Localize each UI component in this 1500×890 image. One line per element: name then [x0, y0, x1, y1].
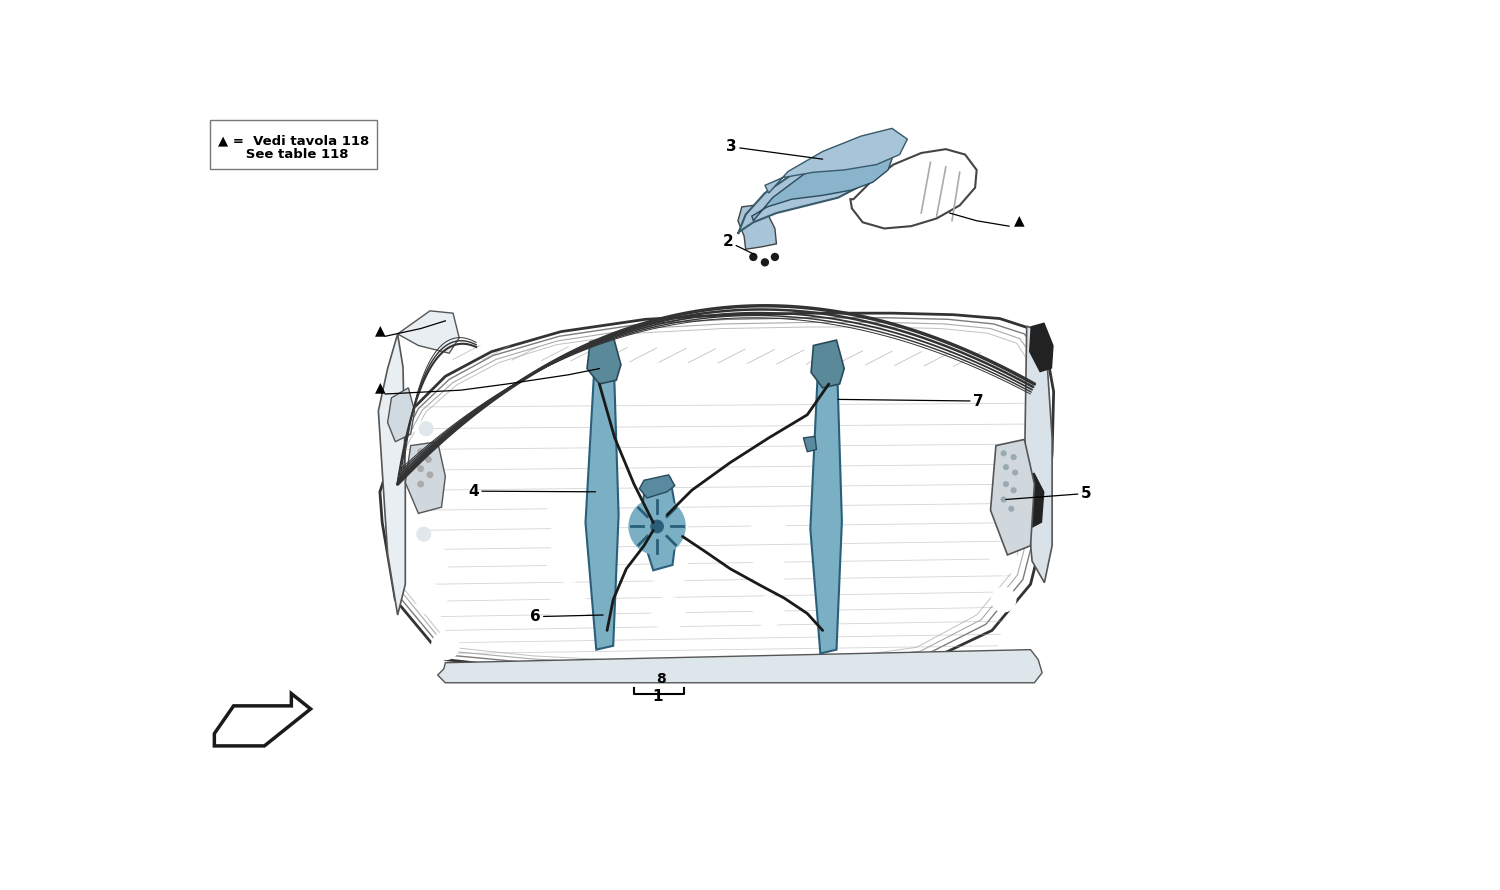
Circle shape [990, 547, 1017, 575]
Circle shape [427, 472, 433, 478]
Polygon shape [812, 340, 844, 388]
Circle shape [417, 481, 424, 487]
Circle shape [417, 527, 430, 541]
Text: 7: 7 [839, 393, 984, 409]
Polygon shape [639, 475, 675, 498]
Circle shape [416, 584, 447, 615]
Text: 5: 5 [1007, 486, 1090, 501]
Text: ▲ =  Vedi tavola 118: ▲ = Vedi tavola 118 [217, 134, 369, 148]
Polygon shape [438, 650, 1042, 683]
Circle shape [426, 457, 432, 463]
Polygon shape [380, 313, 1053, 675]
Circle shape [416, 453, 432, 469]
Polygon shape [214, 693, 310, 746]
Circle shape [422, 492, 435, 506]
Circle shape [752, 554, 786, 587]
Text: ▲: ▲ [375, 381, 386, 394]
Text: ▲: ▲ [1014, 213, 1025, 227]
Circle shape [651, 596, 686, 630]
Polygon shape [405, 441, 445, 514]
Polygon shape [585, 344, 618, 650]
Text: 8: 8 [656, 672, 666, 686]
Polygon shape [738, 206, 777, 249]
Text: 1: 1 [652, 689, 663, 704]
Circle shape [414, 516, 430, 532]
Polygon shape [1029, 322, 1053, 372]
Circle shape [1004, 481, 1008, 487]
Circle shape [432, 632, 459, 659]
Circle shape [752, 509, 786, 544]
Circle shape [1008, 506, 1014, 512]
Circle shape [1000, 497, 1006, 502]
Circle shape [417, 465, 424, 472]
Circle shape [1011, 455, 1017, 460]
Circle shape [416, 578, 429, 593]
Polygon shape [398, 311, 459, 353]
Polygon shape [804, 436, 816, 452]
Polygon shape [850, 150, 976, 229]
Text: 3: 3 [726, 140, 822, 159]
Circle shape [753, 595, 784, 627]
Circle shape [413, 547, 429, 562]
Polygon shape [738, 155, 868, 234]
Circle shape [1011, 488, 1017, 493]
Polygon shape [1024, 327, 1051, 583]
Circle shape [417, 449, 424, 455]
Text: 6: 6 [530, 609, 603, 624]
Circle shape [414, 421, 430, 436]
Circle shape [630, 498, 686, 554]
Polygon shape [990, 440, 1035, 555]
Circle shape [419, 422, 434, 435]
Polygon shape [1022, 473, 1044, 529]
Text: 2: 2 [723, 234, 754, 255]
Circle shape [413, 486, 429, 501]
Polygon shape [810, 348, 842, 653]
Circle shape [762, 259, 768, 266]
Polygon shape [378, 334, 405, 615]
Text: 4: 4 [468, 483, 596, 498]
Circle shape [1004, 465, 1008, 470]
Text: ▲: ▲ [375, 323, 386, 337]
Circle shape [992, 587, 1016, 612]
Circle shape [548, 493, 590, 537]
Circle shape [771, 254, 778, 261]
Circle shape [1000, 450, 1006, 456]
Polygon shape [639, 478, 678, 570]
Polygon shape [586, 336, 621, 384]
Circle shape [650, 549, 688, 588]
Text: See table 118: See table 118 [217, 149, 348, 161]
Circle shape [548, 539, 590, 583]
Polygon shape [752, 144, 894, 221]
Circle shape [414, 544, 448, 578]
Circle shape [1013, 470, 1019, 475]
Polygon shape [387, 388, 414, 441]
Polygon shape [765, 128, 908, 193]
Circle shape [650, 504, 688, 542]
Circle shape [750, 254, 758, 261]
FancyBboxPatch shape [210, 120, 376, 169]
Circle shape [651, 521, 663, 532]
Circle shape [549, 588, 588, 627]
